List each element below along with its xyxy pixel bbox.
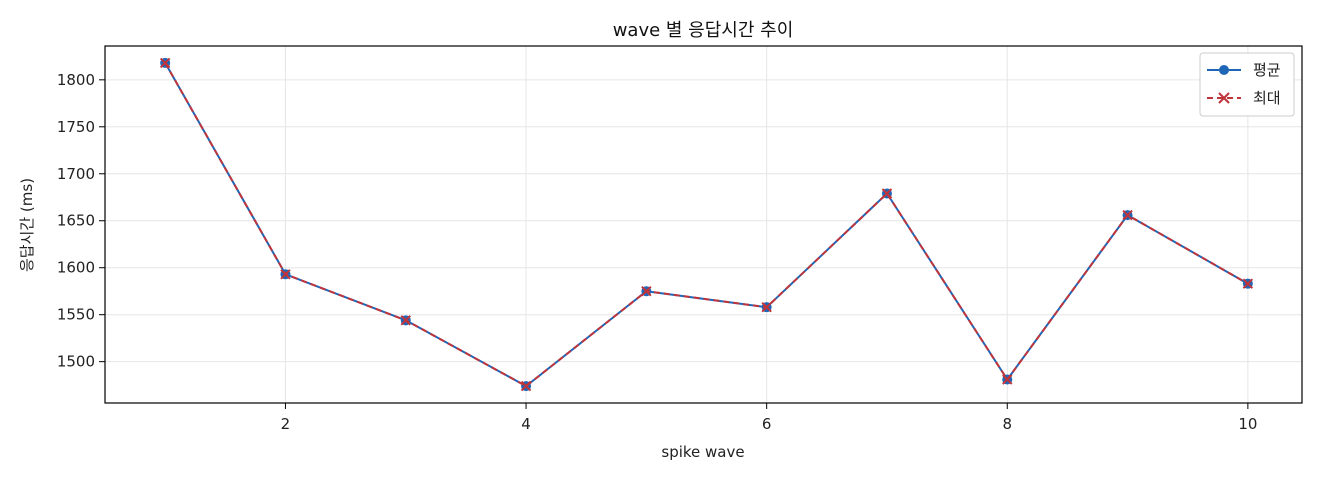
data-point: [641, 285, 652, 297]
x-tick-label: 10: [1238, 415, 1257, 433]
series-layer: [159, 57, 1254, 392]
x-tick-label: 8: [1002, 415, 1012, 433]
legend: 평균 최대: [1199, 52, 1295, 117]
y-axis-label: 응답시간 (ms): [18, 178, 36, 272]
y-tick-label: 1700: [57, 165, 95, 183]
x-tick-label: 4: [521, 415, 531, 433]
y-tick-label: 1800: [57, 71, 95, 89]
series-line: [164, 62, 1249, 388]
data-point: [400, 315, 411, 326]
x-tick-label: 6: [762, 415, 772, 433]
series-mean: [160, 57, 1253, 392]
data-point: [1002, 374, 1013, 385]
y-tick-label: 1600: [57, 259, 95, 277]
legend-label-mean: 평균: [1253, 61, 1281, 79]
x-tick-label: 2: [281, 415, 291, 433]
data-point: [159, 57, 171, 69]
data-point: [881, 188, 893, 199]
series-max: [159, 57, 1254, 392]
data-point: [1242, 278, 1254, 289]
legend-marker-mean: [1219, 65, 1229, 75]
chart-title: wave 별 응답시간 추이: [613, 20, 794, 41]
y-tick-label: 1750: [57, 118, 95, 136]
data-point: [280, 269, 291, 280]
legend-label-max: 최대: [1253, 89, 1281, 107]
data-point: [1122, 209, 1133, 221]
x-axis-label: spike wave: [661, 443, 744, 461]
data-point: [761, 301, 772, 313]
plot-area-frame: [104, 45, 1303, 404]
y-tick-label: 1500: [57, 353, 95, 371]
y-tick-label: 1550: [57, 306, 95, 324]
legend-marker-max: [1218, 92, 1230, 104]
series-line: [164, 62, 1249, 388]
y-tick-label: 1650: [57, 212, 95, 230]
axis-ticks: 2 4 6 8 10 1500 1550 1600 1650 1700 1750 1800: [57, 71, 1258, 433]
grid: [105, 46, 1302, 403]
data-point: [520, 380, 532, 392]
